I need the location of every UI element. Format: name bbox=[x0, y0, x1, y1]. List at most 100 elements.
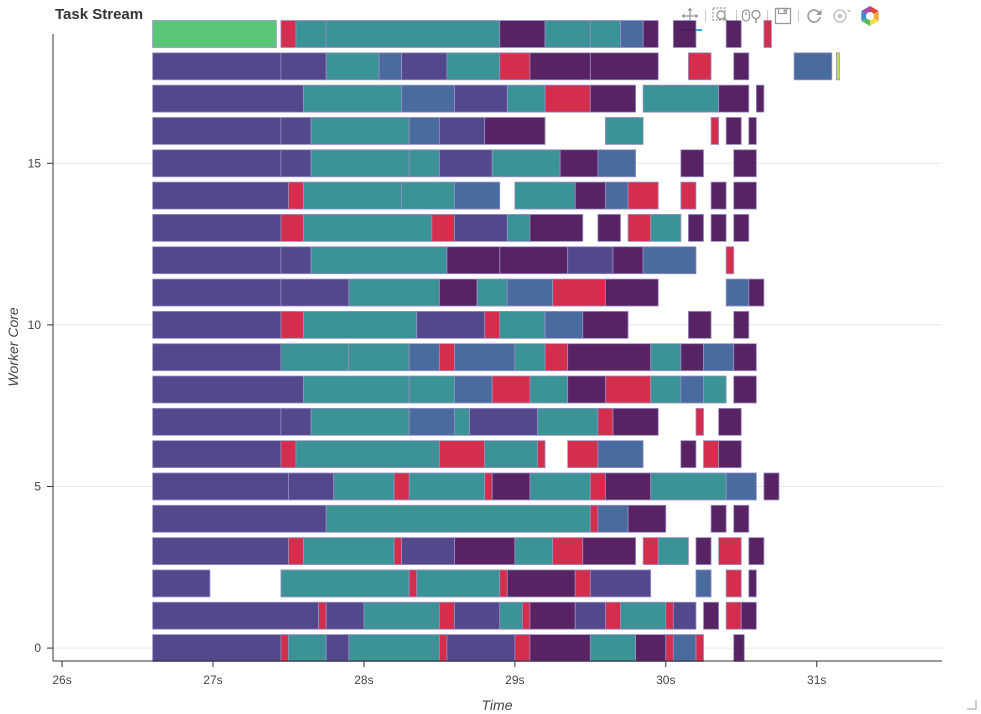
task-bar[interactable] bbox=[325, 634, 350, 662]
task-bar[interactable] bbox=[325, 504, 591, 533]
task-bar[interactable] bbox=[733, 52, 750, 81]
task-bar[interactable] bbox=[710, 214, 727, 242]
task-bar[interactable] bbox=[152, 504, 327, 533]
task-bar[interactable] bbox=[416, 569, 501, 598]
task-bar[interactable] bbox=[499, 601, 523, 630]
task-bar[interactable] bbox=[499, 246, 569, 275]
task-bar[interactable] bbox=[499, 569, 508, 598]
task-bar[interactable] bbox=[506, 214, 531, 242]
task-bar[interactable] bbox=[612, 246, 644, 275]
task-bar[interactable] bbox=[152, 117, 282, 145]
task-bar[interactable] bbox=[733, 181, 757, 210]
task-bar[interactable] bbox=[438, 278, 478, 307]
task-bar[interactable] bbox=[152, 472, 289, 501]
task-bar[interactable] bbox=[529, 375, 569, 404]
task-bar[interactable] bbox=[589, 472, 606, 501]
task-bar[interactable] bbox=[597, 149, 636, 178]
task-bar[interactable] bbox=[280, 278, 350, 307]
task-bar[interactable] bbox=[688, 214, 704, 242]
task-bar[interactable] bbox=[484, 472, 493, 501]
task-bar[interactable] bbox=[152, 440, 282, 469]
task-bar[interactable] bbox=[288, 472, 335, 501]
task-bar[interactable] bbox=[718, 537, 742, 566]
task-bar[interactable] bbox=[408, 149, 440, 178]
task-bar[interactable] bbox=[627, 504, 667, 533]
task-bar[interactable] bbox=[514, 537, 553, 566]
hover-tool[interactable] bbox=[828, 3, 856, 29]
task-bar[interactable] bbox=[454, 375, 493, 404]
task-bar[interactable] bbox=[529, 52, 591, 81]
reset-tool[interactable] bbox=[800, 3, 828, 29]
task-bar[interactable] bbox=[733, 343, 757, 372]
task-bar[interactable] bbox=[597, 214, 621, 242]
task-bar[interactable] bbox=[597, 440, 644, 469]
task-bar[interactable] bbox=[748, 278, 765, 307]
task-bar[interactable] bbox=[310, 149, 410, 178]
task-bar[interactable] bbox=[280, 343, 350, 372]
task-bar[interactable] bbox=[703, 343, 735, 372]
task-bar[interactable] bbox=[152, 601, 320, 630]
task-bar[interactable] bbox=[152, 375, 304, 404]
task-bar[interactable] bbox=[152, 84, 304, 113]
task-bar[interactable] bbox=[499, 310, 546, 339]
task-bar[interactable] bbox=[680, 343, 704, 372]
task-bar[interactable] bbox=[506, 84, 546, 113]
task-bar[interactable] bbox=[152, 246, 282, 275]
task-bar[interactable] bbox=[408, 407, 455, 436]
bokeh-logo[interactable] bbox=[856, 3, 884, 29]
task-bar[interactable] bbox=[642, 20, 659, 48]
task-bar[interactable] bbox=[589, 634, 637, 662]
wheel-zoom-tool[interactable] bbox=[738, 3, 766, 29]
task-bar[interactable] bbox=[454, 601, 501, 630]
task-bar[interactable] bbox=[748, 537, 765, 566]
task-bar[interactable] bbox=[280, 149, 312, 178]
task-bar[interactable] bbox=[725, 601, 742, 630]
task-bar[interactable] bbox=[567, 343, 652, 372]
task-bar[interactable] bbox=[650, 214, 682, 242]
task-bar[interactable] bbox=[718, 407, 742, 436]
task-bar[interactable] bbox=[725, 246, 735, 275]
task-bar[interactable] bbox=[454, 84, 508, 113]
task-bar[interactable] bbox=[635, 634, 667, 662]
task-bar[interactable] bbox=[733, 504, 750, 533]
task-bar[interactable] bbox=[627, 181, 659, 210]
task-bar[interactable] bbox=[280, 214, 304, 242]
task-bar[interactable] bbox=[695, 537, 712, 566]
task-bar[interactable] bbox=[499, 20, 546, 48]
task-bar[interactable] bbox=[491, 375, 531, 404]
task-bar[interactable] bbox=[650, 472, 727, 501]
task-bar[interactable] bbox=[325, 52, 380, 81]
task-bar[interactable] bbox=[589, 569, 652, 598]
task-bar[interactable] bbox=[469, 407, 538, 436]
task-bar[interactable] bbox=[288, 537, 304, 566]
task-bar[interactable] bbox=[152, 634, 282, 662]
task-bar[interactable] bbox=[695, 407, 704, 436]
task-bar[interactable] bbox=[310, 117, 410, 145]
task-bar[interactable] bbox=[325, 601, 365, 630]
task-bar[interactable] bbox=[280, 407, 312, 436]
task-bar[interactable] bbox=[408, 472, 486, 501]
task-bar[interactable] bbox=[454, 537, 516, 566]
save-tool[interactable] bbox=[769, 3, 797, 29]
task-bar[interactable] bbox=[582, 537, 637, 566]
task-bar[interactable] bbox=[152, 569, 211, 598]
task-bar[interactable] bbox=[748, 117, 757, 145]
task-bar[interactable] bbox=[725, 472, 757, 501]
task-bar[interactable] bbox=[529, 601, 576, 630]
task-bar[interactable] bbox=[310, 246, 448, 275]
task-bar[interactable] bbox=[763, 20, 772, 48]
task-bar[interactable] bbox=[537, 440, 546, 469]
task-bar[interactable] bbox=[484, 440, 538, 469]
task-bar[interactable] bbox=[333, 472, 395, 501]
task-bar[interactable] bbox=[552, 537, 584, 566]
task-bar[interactable] bbox=[348, 634, 440, 662]
task-bar[interactable] bbox=[506, 278, 553, 307]
task-bar[interactable] bbox=[363, 601, 440, 630]
task-bar[interactable] bbox=[793, 52, 833, 81]
task-bar[interactable] bbox=[725, 117, 742, 145]
task-bar[interactable] bbox=[537, 407, 599, 436]
task-bar[interactable] bbox=[733, 634, 745, 662]
task-bar[interactable] bbox=[605, 472, 652, 501]
task-bar[interactable] bbox=[152, 310, 282, 339]
